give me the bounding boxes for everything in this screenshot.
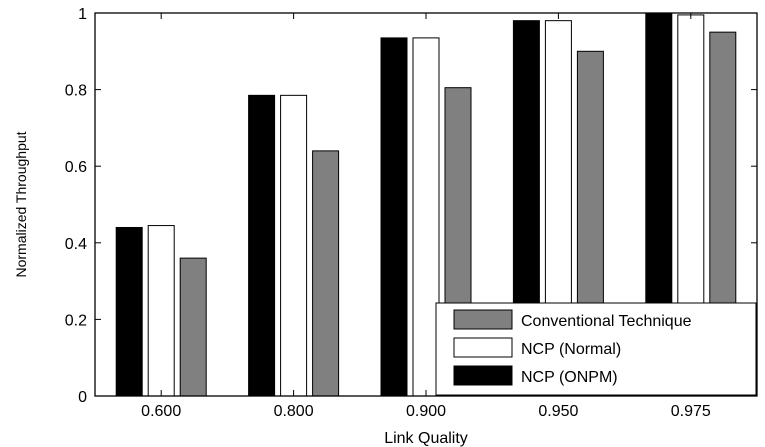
- bar-conventional-technique-0-800: [312, 150, 340, 397]
- bar-ncp-normal--0-800: [280, 94, 308, 397]
- bar-ncp-onpm--0-600: [115, 226, 143, 397]
- y-tick-label: 0.6: [65, 159, 87, 176]
- legend: Conventional Technique NCP (Normal) NCP (O…: [435, 302, 757, 396]
- bar-ncp-normal--0-600: [147, 225, 175, 397]
- legend-label: NCP (Normal): [521, 341, 621, 358]
- x-tick-label: 0.600: [141, 403, 181, 420]
- y-axis-label: Normalized Throughput: [13, 131, 29, 277]
- y-axis: 0 0.2 0.4 0.6 0.8 1: [65, 6, 757, 406]
- legend-swatch-ncp-onpm-: [453, 365, 513, 386]
- y-tick-label: 0: [78, 389, 87, 406]
- y-tick-label: 0.8: [65, 83, 87, 100]
- x-tick-label: 0.800: [274, 403, 314, 420]
- legend-label: NCP (ONPM): [521, 369, 618, 386]
- y-tick-label: 0.2: [65, 312, 87, 329]
- y-tick-label: 1: [78, 6, 87, 23]
- bar-ncp-normal--0-900: [412, 37, 440, 397]
- x-tick-label: 0.900: [406, 403, 446, 420]
- x-axis: 0.600 0.800 0.900 0.950 0.975: [141, 13, 711, 420]
- legend-label: Conventional Technique: [521, 313, 692, 330]
- x-tick-label: 0.975: [671, 403, 711, 420]
- x-axis-label: Link Quality: [384, 430, 468, 447]
- legend-swatch-conventional-technique: [453, 309, 513, 330]
- legend-swatch-ncp-normal-: [453, 337, 513, 358]
- bar-conventional-technique-0-600: [179, 257, 207, 397]
- x-tick-label: 0.950: [538, 403, 578, 420]
- y-tick-label: 0.4: [65, 236, 87, 253]
- bar-ncp-onpm--0-800: [248, 94, 276, 397]
- bar-ncp-onpm--0-900: [380, 37, 408, 397]
